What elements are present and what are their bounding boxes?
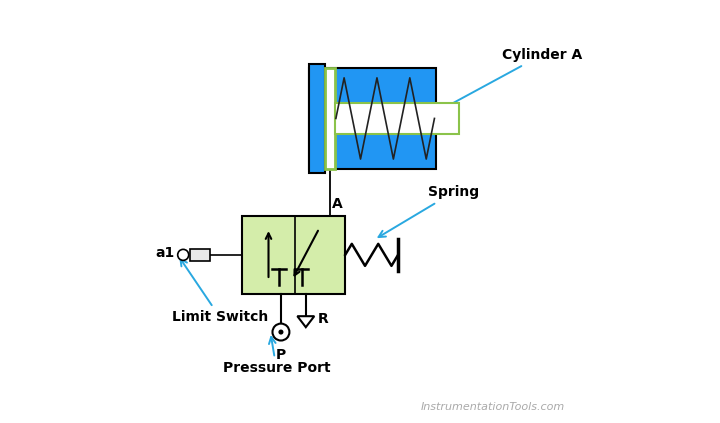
- Circle shape: [279, 330, 284, 335]
- Bar: [325, 68, 335, 169]
- Text: Pressure Port: Pressure Port: [222, 337, 330, 375]
- Bar: [189, 248, 210, 261]
- Bar: [335, 103, 459, 134]
- Text: a1: a1: [155, 246, 174, 260]
- Bar: [241, 216, 345, 294]
- Text: Limit Switch: Limit Switch: [172, 259, 268, 324]
- Polygon shape: [297, 316, 314, 327]
- Circle shape: [178, 250, 189, 261]
- Text: P: P: [276, 348, 286, 362]
- Bar: [310, 68, 436, 169]
- Bar: [310, 64, 325, 173]
- Text: R: R: [318, 312, 328, 326]
- Text: Cylinder A: Cylinder A: [438, 48, 582, 111]
- Text: Spring: Spring: [379, 185, 479, 237]
- Text: InstrumentationTools.com: InstrumentationTools.com: [421, 402, 565, 412]
- Circle shape: [272, 324, 289, 341]
- Text: A: A: [332, 197, 343, 211]
